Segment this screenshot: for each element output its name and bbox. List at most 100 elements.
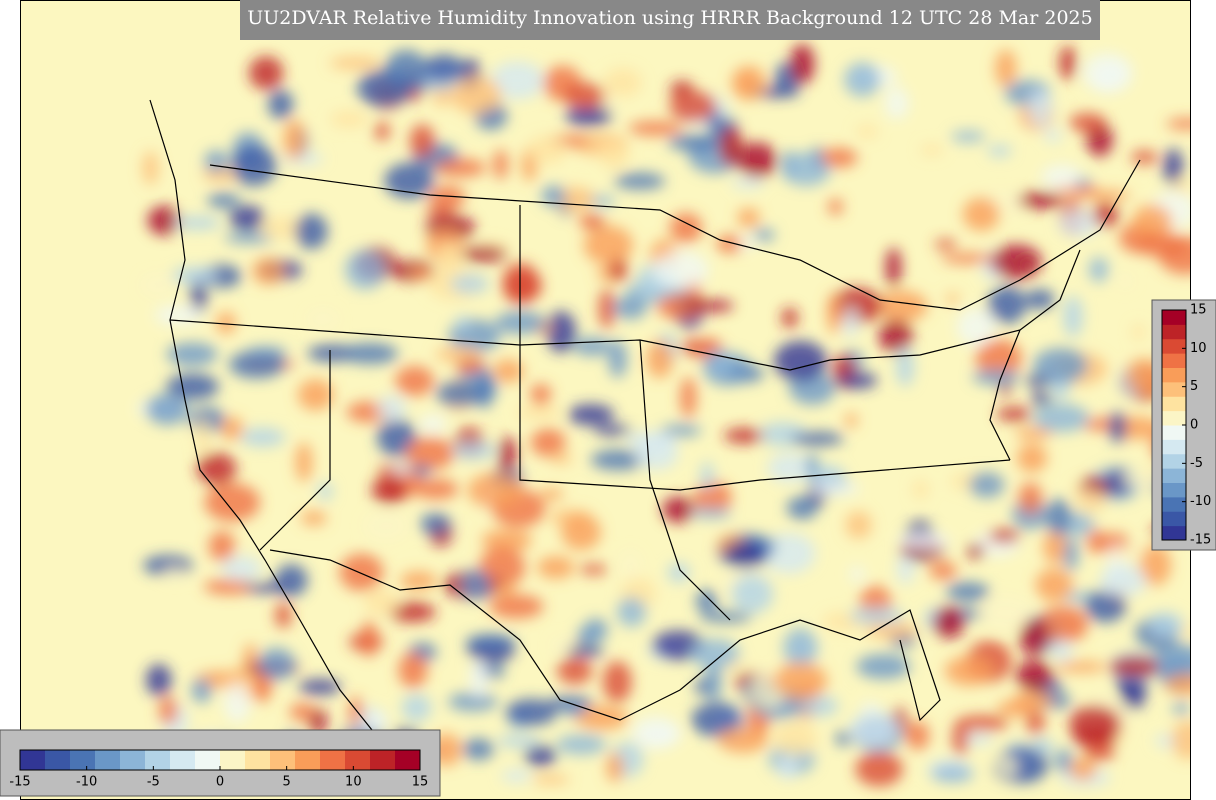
field-blob — [344, 249, 386, 290]
field-blob — [1027, 90, 1054, 128]
field-blob — [532, 774, 570, 785]
field-blob — [619, 550, 642, 581]
tick-label: -15 — [9, 775, 30, 790]
field-blob — [364, 511, 408, 541]
field-blob — [730, 178, 765, 189]
field-blob — [604, 68, 642, 97]
field-blob — [688, 299, 735, 312]
colorbar-segment — [70, 750, 96, 770]
field-blob — [613, 295, 647, 320]
field-blob — [875, 290, 928, 322]
field-blob — [374, 121, 390, 141]
field-blob — [791, 432, 844, 446]
field-blob — [705, 659, 722, 702]
field-blob — [400, 571, 437, 591]
field-blob — [690, 507, 732, 519]
colorbar-segment — [1162, 482, 1186, 498]
field-blob — [1113, 547, 1147, 564]
field-blob — [995, 49, 1017, 88]
field-blob — [537, 556, 575, 579]
field-blob — [258, 647, 296, 681]
field-blob — [436, 381, 483, 407]
field-blob — [489, 594, 544, 619]
field-blob — [1015, 659, 1053, 691]
field-blob — [501, 769, 532, 783]
field-blob — [1069, 113, 1107, 132]
field-blob — [467, 472, 523, 508]
title: UU2DVAR Relative Humidity Innovation usi… — [247, 7, 1092, 29]
field-blob — [377, 418, 417, 457]
field-blob — [524, 745, 557, 767]
field-blob — [456, 314, 470, 332]
field-blob — [773, 720, 818, 757]
colorbar-segment — [145, 750, 171, 770]
field-blob — [540, 488, 564, 500]
field-blob — [564, 83, 606, 109]
field-blob — [190, 275, 207, 315]
field-blob — [1165, 673, 1190, 696]
field-blob — [1019, 618, 1049, 656]
field-blob — [1139, 544, 1172, 586]
field-blob — [1086, 529, 1108, 554]
field-blob — [1074, 487, 1106, 516]
field-blob — [158, 696, 178, 725]
field-blob — [739, 235, 756, 251]
field-blob — [216, 311, 237, 335]
field-blob — [767, 453, 814, 483]
field-blob — [171, 266, 219, 285]
field-blob — [384, 162, 435, 199]
field-blob — [773, 340, 827, 382]
field-blob — [229, 205, 265, 232]
field-blob — [1130, 150, 1158, 165]
field-blob — [912, 480, 929, 499]
field-blob — [307, 309, 338, 328]
colorbar-segment — [395, 750, 421, 770]
field-blob — [842, 307, 859, 339]
field-blob — [1171, 720, 1190, 760]
field-blob — [465, 634, 516, 651]
field-blob — [614, 172, 666, 190]
border — [639, 339, 731, 621]
field-blob — [166, 342, 218, 367]
field-blob — [196, 452, 237, 485]
field-blob — [669, 212, 703, 243]
field-blob — [268, 89, 294, 120]
field-blob — [830, 287, 883, 324]
field-blob — [987, 145, 1012, 157]
field-blob — [461, 569, 491, 601]
field-blob — [849, 566, 865, 582]
field-blob — [1041, 164, 1083, 189]
field-blob — [941, 253, 995, 264]
field-blob — [1118, 273, 1133, 289]
field-blob — [968, 472, 1005, 498]
field-blob — [545, 310, 577, 353]
field-blob — [385, 49, 428, 89]
coastline — [269, 549, 941, 722]
field-blob — [154, 305, 203, 326]
field-blob — [691, 702, 743, 737]
field-blob — [1053, 639, 1073, 663]
field-blob — [583, 618, 608, 642]
field-blob — [952, 720, 969, 757]
field-blob — [436, 242, 462, 280]
field-blob — [660, 424, 702, 437]
field-blob — [967, 543, 985, 560]
colorbar-segment — [1162, 310, 1186, 325]
field-blob — [224, 232, 274, 244]
colorbar-segment — [245, 750, 271, 770]
field-blob — [173, 216, 222, 230]
field-blob — [987, 285, 1027, 324]
field-blob — [931, 765, 974, 783]
colorbar-segment — [1162, 511, 1186, 527]
border — [519, 205, 1011, 491]
field-blob — [844, 62, 881, 98]
field-blob — [1110, 657, 1160, 677]
field-blob — [361, 619, 377, 658]
field-blob — [248, 56, 284, 90]
field-blob — [574, 705, 629, 730]
field-blob — [275, 602, 292, 629]
colorbar-segment — [120, 750, 146, 770]
colorbar-segment — [170, 750, 196, 770]
field-blob — [975, 339, 1022, 377]
field-blob — [1172, 179, 1190, 194]
